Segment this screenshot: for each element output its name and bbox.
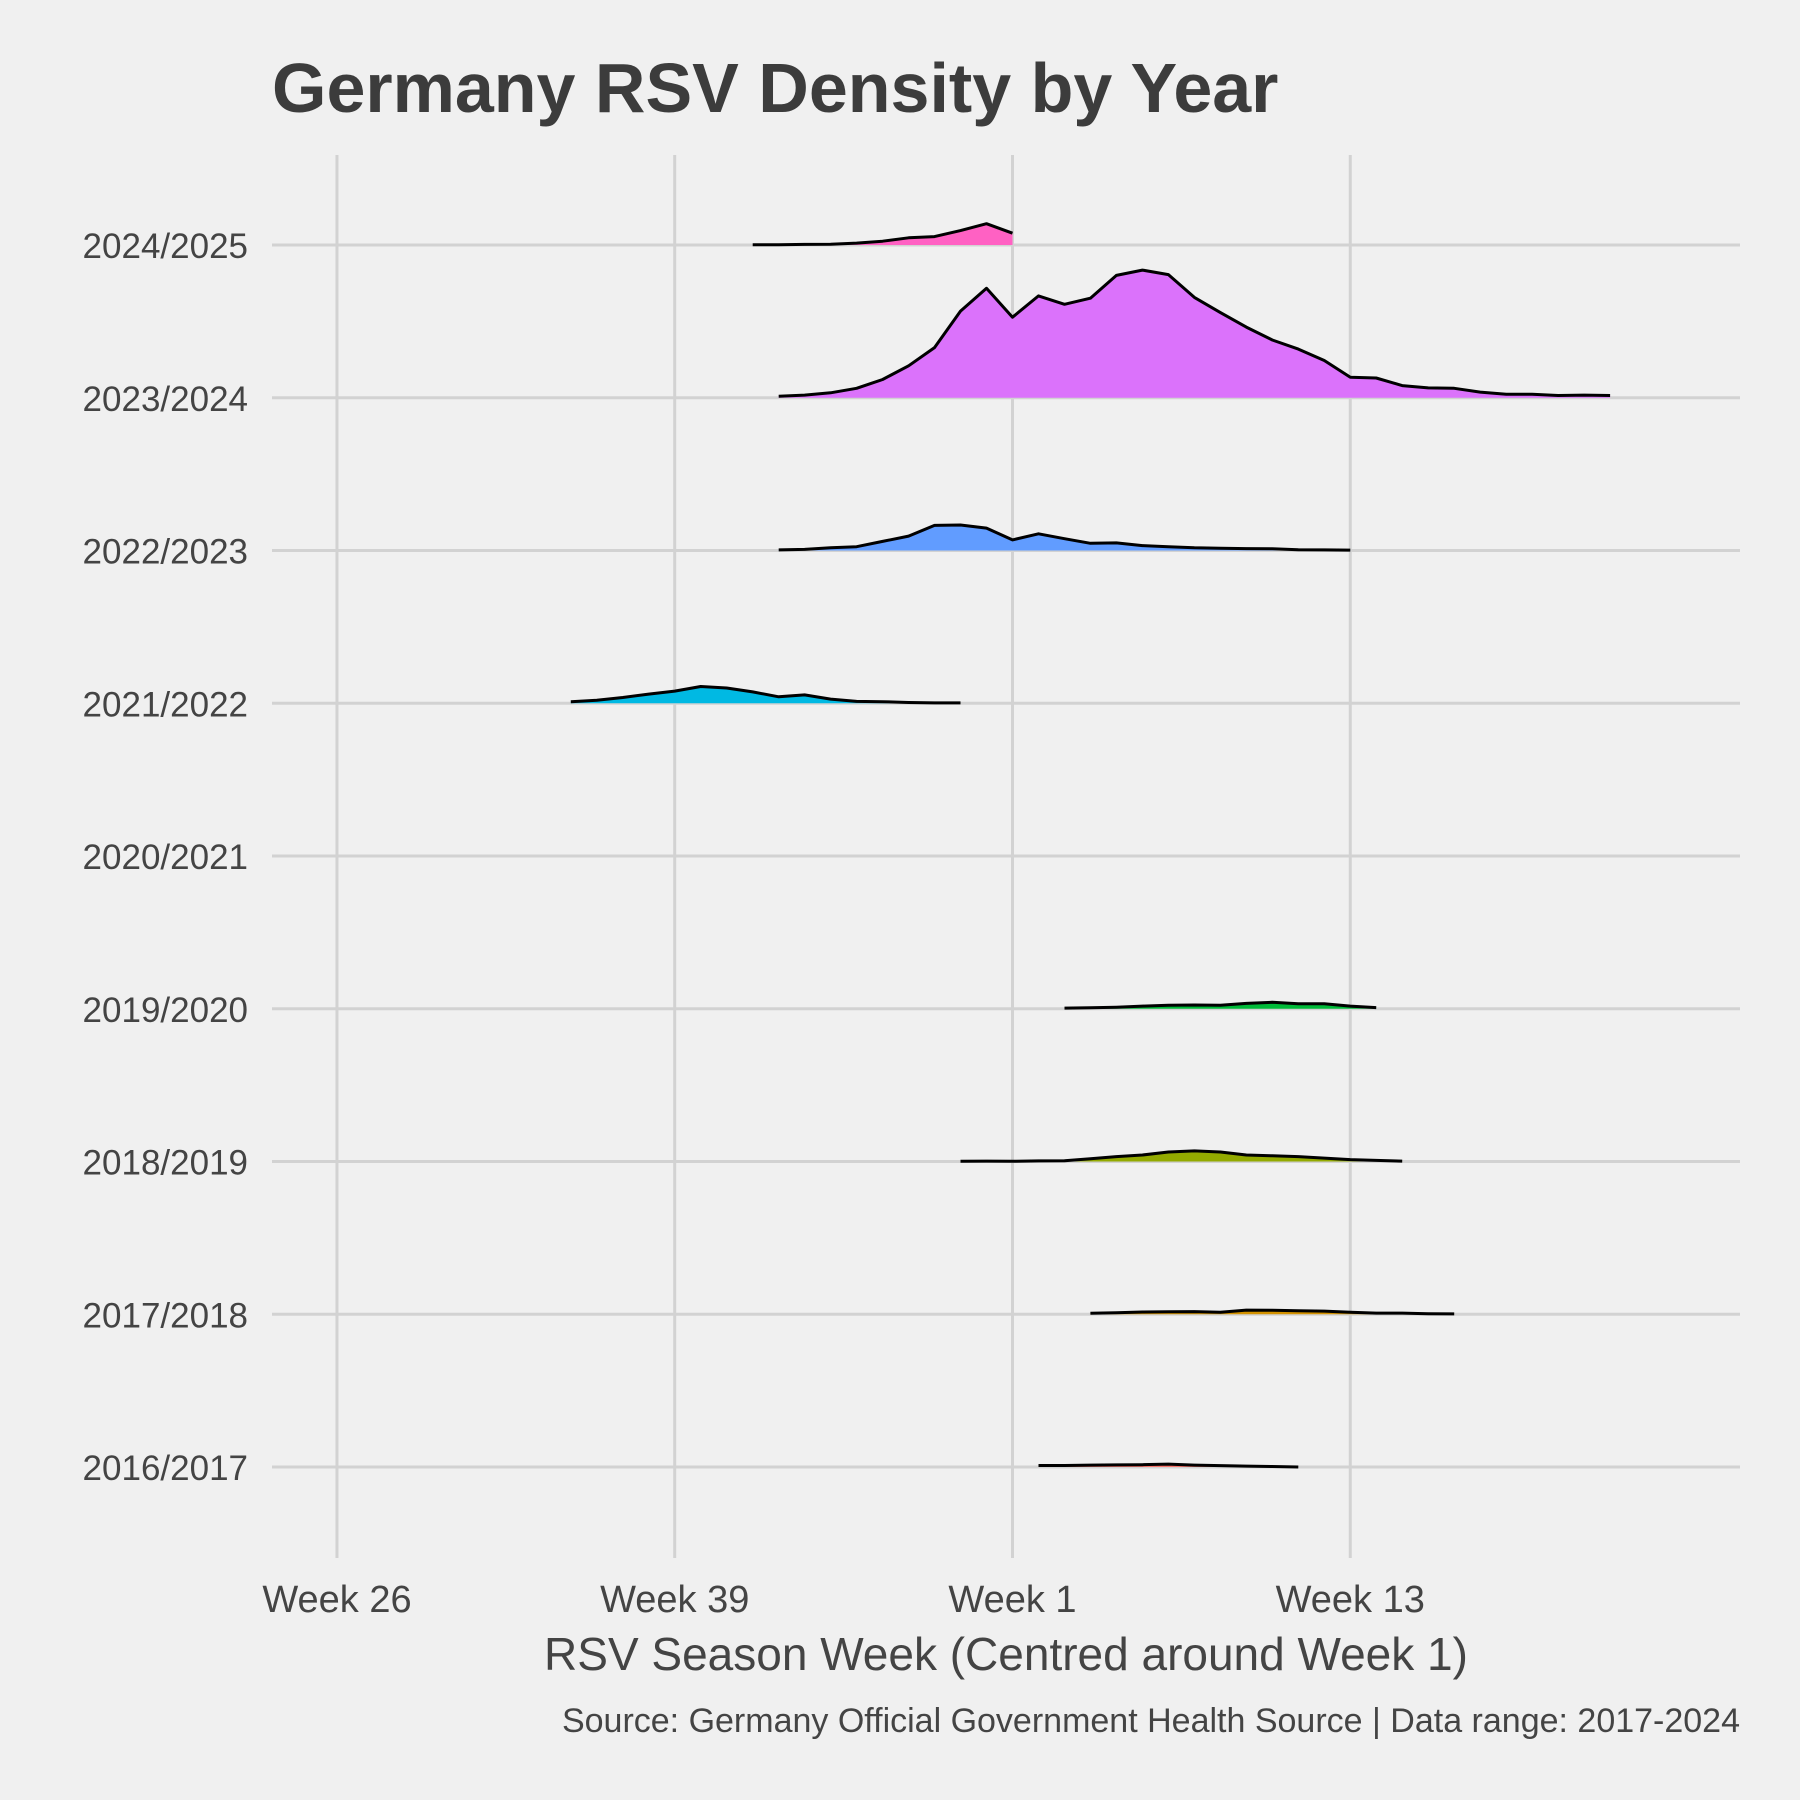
ridge-2024-2025 [752,222,1014,247]
ridge-outline [960,1149,1403,1163]
y-tick-label: 2019/2020 [83,991,248,1030]
ridge-outline [1064,1000,1377,1010]
ridges [570,222,1611,1469]
ridge-outline [1090,1308,1455,1316]
ridge-area [778,270,1611,398]
ridge-outline [752,222,1014,247]
y-tick-label: 2020/2021 [83,838,248,877]
y-tick-labels: 2016/2017 2017/2018 2018/2019 2019/2020 2020… [83,227,248,1488]
y-tick-label: 2021/2022 [83,685,248,724]
chart-title: Germany RSV Density by Year [272,49,1278,127]
ridge-2019-2020 [1064,1000,1377,1010]
y-tick-label: 2017/2018 [83,1296,248,1335]
ridge-outline [570,685,961,705]
x-tick-label: Week 13 [1276,1579,1425,1621]
ridge-outline [778,523,1351,552]
y-tick-label: 2018/2019 [83,1144,248,1183]
y-tick-label: 2016/2017 [83,1449,248,1488]
ridge-2022-2023 [778,523,1351,552]
x-tick-label: Week 26 [262,1579,411,1621]
ridge-2018-2019 [960,1149,1403,1163]
ridge-area [960,1150,1403,1162]
ridge-2021-2022 [570,685,961,705]
x-tick-label: Week 39 [600,1579,749,1621]
ridge-2017-2018 [1090,1308,1455,1316]
x-axis-title: RSV Season Week (Centred around Week 1) [544,1628,1468,1680]
y-tick-label: 2023/2024 [83,380,248,419]
y-tick-label: 2022/2023 [83,533,248,572]
ridge-2023-2024 [778,268,1611,398]
x-tick-label: Week 1 [948,1579,1076,1621]
y-tick-label: 2024/2025 [83,227,248,266]
x-tick-labels: Week 26 Week 39 Week 1 Week 13 [262,1579,1425,1621]
ridge-area [752,223,1013,245]
ridge-outline [778,268,1611,398]
ridge-2016-2017 [1038,1462,1299,1469]
chart-caption: Source: Germany Official Government Heal… [562,1702,1740,1740]
ridge-outline [1038,1462,1299,1469]
